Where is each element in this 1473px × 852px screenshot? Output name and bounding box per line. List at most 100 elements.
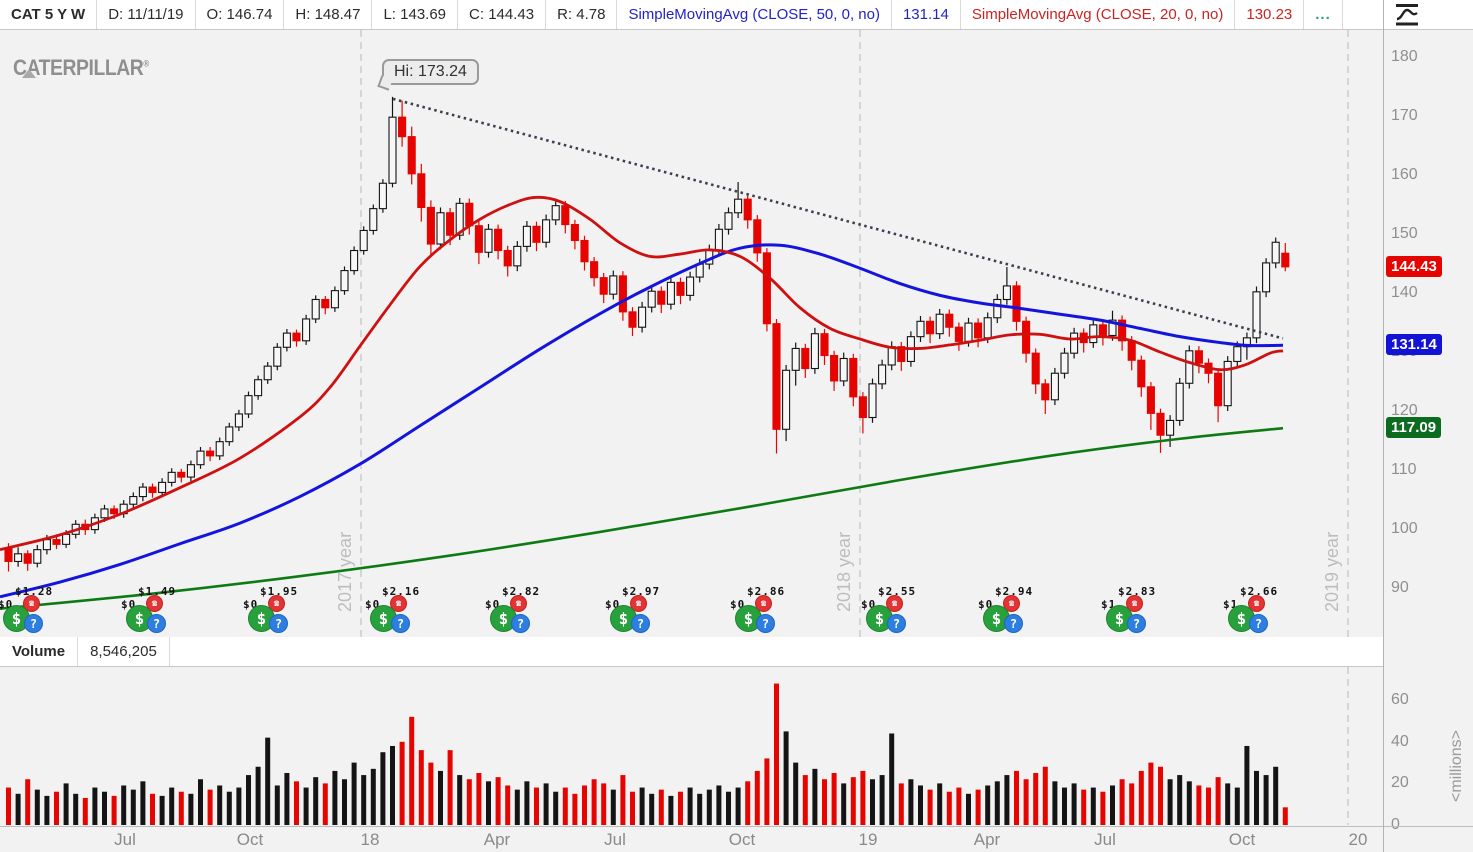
topbar-cell[interactable]: O: 146.74	[196, 0, 285, 29]
price-tick-label: 170	[1391, 107, 1418, 124]
volume-header-bar: Volume 8,546,205	[0, 637, 1383, 667]
info-icon[interactable]: ?	[1004, 614, 1023, 633]
dividend-event-marker[interactable]: $2.97 $0. ☎ $?	[605, 585, 665, 637]
earnings-icon[interactable]: ☎	[390, 595, 407, 612]
dividend-event-marker[interactable]: $1.95 $0. ☎ $?	[243, 585, 303, 637]
indicator-chart-icon[interactable]	[1392, 2, 1422, 27]
volume-bar	[572, 793, 578, 825]
volume-bar	[284, 773, 290, 825]
earnings-icon[interactable]: ☎	[146, 595, 163, 612]
info-icon[interactable]: ?	[1127, 614, 1146, 633]
volume-bar	[486, 781, 491, 825]
volume-bar	[783, 731, 789, 825]
sma-50-line	[0, 243, 1284, 599]
volume-bar	[44, 795, 50, 825]
volume-bar	[668, 795, 674, 825]
dividend-event-marker[interactable]: $1.28 $0. ☎ $?	[0, 585, 58, 637]
topbar-cell[interactable]: R: 4.78	[546, 0, 618, 29]
topbar-cell[interactable]: 131.14	[892, 0, 961, 29]
volume-bar	[303, 787, 309, 825]
volume-bar	[831, 773, 837, 825]
volume-bar	[898, 783, 904, 825]
volume-bar	[966, 793, 971, 825]
info-icon[interactable]: ?	[391, 614, 410, 633]
volume-bar	[274, 785, 280, 825]
earnings-icon[interactable]: ☎	[1126, 595, 1143, 612]
info-icon[interactable]: ?	[269, 614, 288, 633]
info-icon[interactable]: ?	[631, 614, 650, 633]
topbar-cell[interactable]: SimpleMovingAvg (CLOSE, 50, 0, no)	[617, 0, 892, 29]
volume-bar	[6, 787, 11, 825]
volume-bar	[361, 775, 367, 825]
volume-bar	[54, 791, 59, 825]
dividend-amount-label: $2.55	[878, 585, 917, 598]
price-chart-pane[interactable]: CATERPILLAR® Hi: 173.24 $1.28 $0. ☎ $? $1.49…	[0, 30, 1383, 637]
earnings-icon[interactable]: ☎	[630, 595, 647, 612]
sma-200-line	[0, 426, 1284, 610]
volume-bar	[332, 770, 338, 825]
dividend-event-marker[interactable]: $2.86 $0. ☎ $?	[730, 585, 790, 637]
topbar-cell[interactable]: C: 144.43	[458, 0, 547, 29]
info-icon[interactable]: ?	[887, 614, 906, 633]
dividend-event-marker[interactable]: $2.66 $1. ☎ $?	[1223, 585, 1283, 637]
topbar-cell[interactable]: H: 148.47	[284, 0, 373, 29]
price-tick-label: 140	[1391, 284, 1418, 301]
volume-pane-label[interactable]: Volume	[0, 637, 79, 666]
price-tick-label: 120	[1391, 402, 1418, 419]
dividend-event-marker[interactable]: $2.16 $0. ☎ $?	[365, 585, 425, 637]
volume-bar	[217, 785, 223, 825]
volume-bar	[92, 787, 98, 825]
volume-bar	[1234, 787, 1240, 825]
volume-header-spacer	[170, 637, 1383, 666]
volume-bar	[1033, 773, 1039, 825]
dividend-event-marker[interactable]: $1.49 $0. ☎ $?	[121, 585, 181, 637]
volume-bar	[591, 779, 597, 825]
info-icon[interactable]: ?	[756, 614, 775, 633]
volume-bar	[476, 773, 482, 825]
volume-bar	[466, 779, 472, 825]
topbar-cell[interactable]: 130.23	[1235, 0, 1305, 29]
topbar-cell[interactable]: SimpleMovingAvg (CLOSE, 20, 0, no)	[961, 0, 1236, 29]
dividend-icon[interactable]: $	[866, 605, 893, 632]
earnings-icon[interactable]: ☎	[1248, 595, 1265, 612]
earnings-icon[interactable]: ☎	[510, 595, 527, 612]
info-icon[interactable]: ?	[24, 614, 43, 633]
high-price-tooltip: Hi: 173.24	[377, 59, 479, 91]
info-icon[interactable]: ?	[147, 614, 166, 633]
volume-bar	[399, 741, 405, 825]
earnings-icon[interactable]: ☎	[755, 595, 772, 612]
dividend-event-marker[interactable]: $2.83 $1. ☎ $?	[1101, 585, 1161, 637]
volume-bar	[850, 777, 856, 825]
volume-pane[interactable]	[0, 667, 1383, 825]
x-axis-label: Jul	[1094, 830, 1116, 849]
volume-bar	[908, 779, 914, 825]
earnings-icon[interactable]: ☎	[1003, 595, 1020, 612]
dividend-event-marker[interactable]: $2.94 $0. ☎ $?	[978, 585, 1038, 637]
topbar-cell[interactable]: CAT 5 Y W	[0, 0, 98, 29]
topbar-cell[interactable]: L: 143.69	[372, 0, 459, 29]
price-chart-canvas[interactable]	[0, 30, 1383, 637]
info-icon[interactable]: ?	[511, 614, 530, 633]
volume-bar	[678, 791, 683, 825]
volume-chart-canvas[interactable]	[0, 667, 1383, 825]
volume-tick-label: 60	[1391, 691, 1409, 709]
topbar-cell[interactable]: ...	[1304, 0, 1343, 29]
info-icon[interactable]: ?	[1249, 614, 1268, 633]
candlesticks[interactable]	[4, 96, 1290, 572]
volume-bar	[351, 762, 357, 825]
volume-bar	[207, 789, 213, 825]
topbar-cell[interactable]: D: 11/11/19	[97, 0, 196, 29]
volume-bar	[457, 775, 463, 825]
earnings-icon[interactable]: ☎	[23, 595, 40, 612]
volume-bar	[1062, 787, 1067, 825]
dividend-amount-label: $2.82	[502, 585, 541, 598]
volume-bar	[610, 789, 616, 825]
earnings-icon[interactable]: ☎	[268, 595, 285, 612]
volume-bar	[524, 781, 530, 825]
dividend-event-marker[interactable]: $2.55 $0. ☎ $?	[861, 585, 921, 637]
earnings-icon[interactable]: ☎	[886, 595, 903, 612]
dividend-event-marker[interactable]: $2.82 $0. ☎ $?	[485, 585, 545, 637]
volume-bar	[121, 785, 127, 825]
dividend-amount-label: $2.97	[622, 585, 661, 598]
